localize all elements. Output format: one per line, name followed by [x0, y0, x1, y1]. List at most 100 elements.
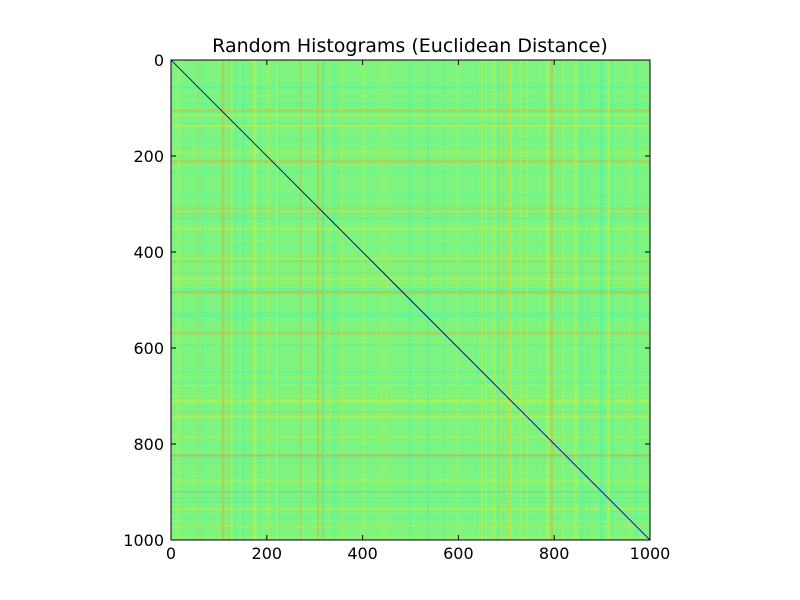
heatmap-diagonal — [171, 60, 650, 540]
heatmap-col-stripe — [261, 60, 263, 540]
heatmap-col-stripe — [600, 60, 603, 540]
heatmap-col-stripe — [385, 60, 388, 540]
heatmap-row-stripe — [171, 240, 650, 242]
heatmap-row-stripe — [171, 332, 650, 335]
heatmap-col-stripe — [201, 60, 203, 540]
heatmap-row-stripe — [171, 458, 650, 460]
heatmap-col-stripe — [507, 60, 509, 540]
heatmap-row-stripe — [171, 260, 650, 262]
heatmap-col-stripe — [177, 60, 180, 540]
heatmap-col-stripe — [253, 60, 257, 540]
heatmap-col-stripe — [259, 60, 262, 540]
heatmap-row-stripe — [171, 463, 650, 465]
heatmap-row-stripe — [171, 125, 650, 128]
heatmap-col-stripe — [321, 60, 322, 540]
heatmap-col-stripe — [610, 60, 613, 540]
heatmap-col-stripe — [322, 60, 324, 540]
heatmap-row-stripe — [171, 312, 650, 314]
heatmap-row-stripe — [171, 394, 650, 398]
heatmap-row-stripe — [171, 86, 650, 89]
heatmap-col-stripe — [222, 60, 225, 540]
heatmap-col-stripe — [550, 60, 553, 540]
heatmap-col-stripe — [242, 60, 245, 540]
heatmap-row-stripe — [171, 491, 650, 493]
heatmap-row-stripe — [171, 499, 650, 501]
heatmap-row-stripe — [171, 122, 650, 124]
heatmap-row-stripe — [171, 381, 650, 385]
x-tick-label: 800 — [539, 544, 570, 563]
heatmap-col-stripe — [380, 60, 383, 540]
heatmap-col-stripe — [601, 60, 604, 540]
y-tick-label: 0 — [154, 51, 164, 70]
heatmap-row-stripe — [171, 479, 650, 482]
heatmap-col-stripe — [536, 60, 539, 540]
heatmap-row-stripe — [171, 371, 650, 373]
heatmap-col-stripe — [274, 60, 277, 540]
heatmap-col-stripe — [573, 60, 577, 540]
x-tick-label: 600 — [443, 544, 474, 563]
heatmap-row-stripe — [171, 454, 650, 457]
heatmap-row-stripe — [171, 287, 650, 290]
heatmap-col-stripe — [328, 60, 330, 540]
heatmap-row-stripe — [171, 411, 650, 413]
heatmap-row-stripe — [171, 282, 650, 284]
heatmap-row-stripe — [171, 520, 650, 522]
heatmap-col-stripe — [499, 60, 501, 540]
heatmap-row-stripe — [171, 124, 650, 128]
heatmap-row-stripe — [171, 454, 650, 457]
y-tick-label: 200 — [133, 147, 164, 166]
heatmap-col-stripe — [183, 60, 185, 540]
y-tick-label: 800 — [133, 435, 164, 454]
heatmap-row-stripe — [171, 124, 650, 127]
heatmap-row-stripe — [171, 491, 650, 493]
heatmap-row-stripe — [171, 207, 650, 210]
heatmap-col-stripe — [507, 60, 509, 540]
heatmap-stripes — [171, 60, 650, 540]
heatmap-row-stripe — [171, 518, 650, 520]
heatmap-col-stripe — [476, 60, 478, 540]
heatmap-col-stripe — [483, 60, 485, 540]
heatmap-col-stripe — [635, 60, 638, 540]
heatmap-row-stripe — [171, 446, 650, 448]
heatmap-col-stripe — [526, 60, 529, 540]
heatmap-col-stripe — [587, 60, 590, 540]
heatmap-col-stripe — [426, 60, 428, 540]
heatmap-row-stripe — [171, 102, 650, 105]
heatmap-col-stripe — [638, 60, 640, 540]
heatmap-col-stripe — [324, 60, 326, 540]
heatmap-col-stripe — [577, 60, 580, 540]
heatmap-col-stripe — [234, 60, 237, 540]
heatmap-col-stripe — [604, 60, 606, 540]
x-tick-label: 200 — [252, 544, 283, 563]
heatmap-row-stripe — [171, 435, 650, 438]
y-tick-label: 1000 — [123, 531, 164, 550]
heatmap-row-stripe — [171, 314, 650, 318]
heatmap-row-stripe — [171, 123, 650, 126]
heatmap-row-stripe — [171, 109, 650, 112]
heatmap-row-stripe — [171, 194, 650, 197]
heatmap-row-stripe — [171, 104, 650, 106]
chart-title: Random Histograms (Euclidean Distance) — [212, 35, 608, 57]
heatmap-row-stripe — [171, 260, 650, 264]
heatmap-col-stripe — [579, 60, 583, 540]
heatmap-col-stripe — [506, 60, 508, 540]
heatmap-col-stripe — [336, 60, 339, 540]
y-tick-label: 400 — [133, 243, 164, 262]
heatmap-row-stripe — [171, 289, 650, 292]
heatmap-row-stripe — [171, 266, 650, 268]
heatmap-col-stripe — [582, 60, 585, 540]
heatmap-row-stripe — [171, 137, 650, 140]
x-axis: 0 200 400 600 800 1000 — [166, 60, 670, 563]
heatmap-col-stripe — [324, 60, 327, 540]
heatmap-row-stripe — [171, 112, 650, 114]
heatmap-col-stripe — [548, 60, 551, 540]
heatmap-col-stripe — [279, 60, 280, 540]
heatmap-col-stripe — [456, 60, 458, 540]
heatmap-col-stripe — [230, 60, 233, 540]
heatmap-col-stripe — [443, 60, 446, 540]
heatmap-row-stripe — [171, 113, 650, 117]
heatmap-col-stripe — [546, 60, 549, 540]
heatmap-area — [171, 60, 650, 540]
heatmap-row-stripe — [171, 341, 650, 344]
heatmap-col-stripe — [278, 60, 280, 540]
